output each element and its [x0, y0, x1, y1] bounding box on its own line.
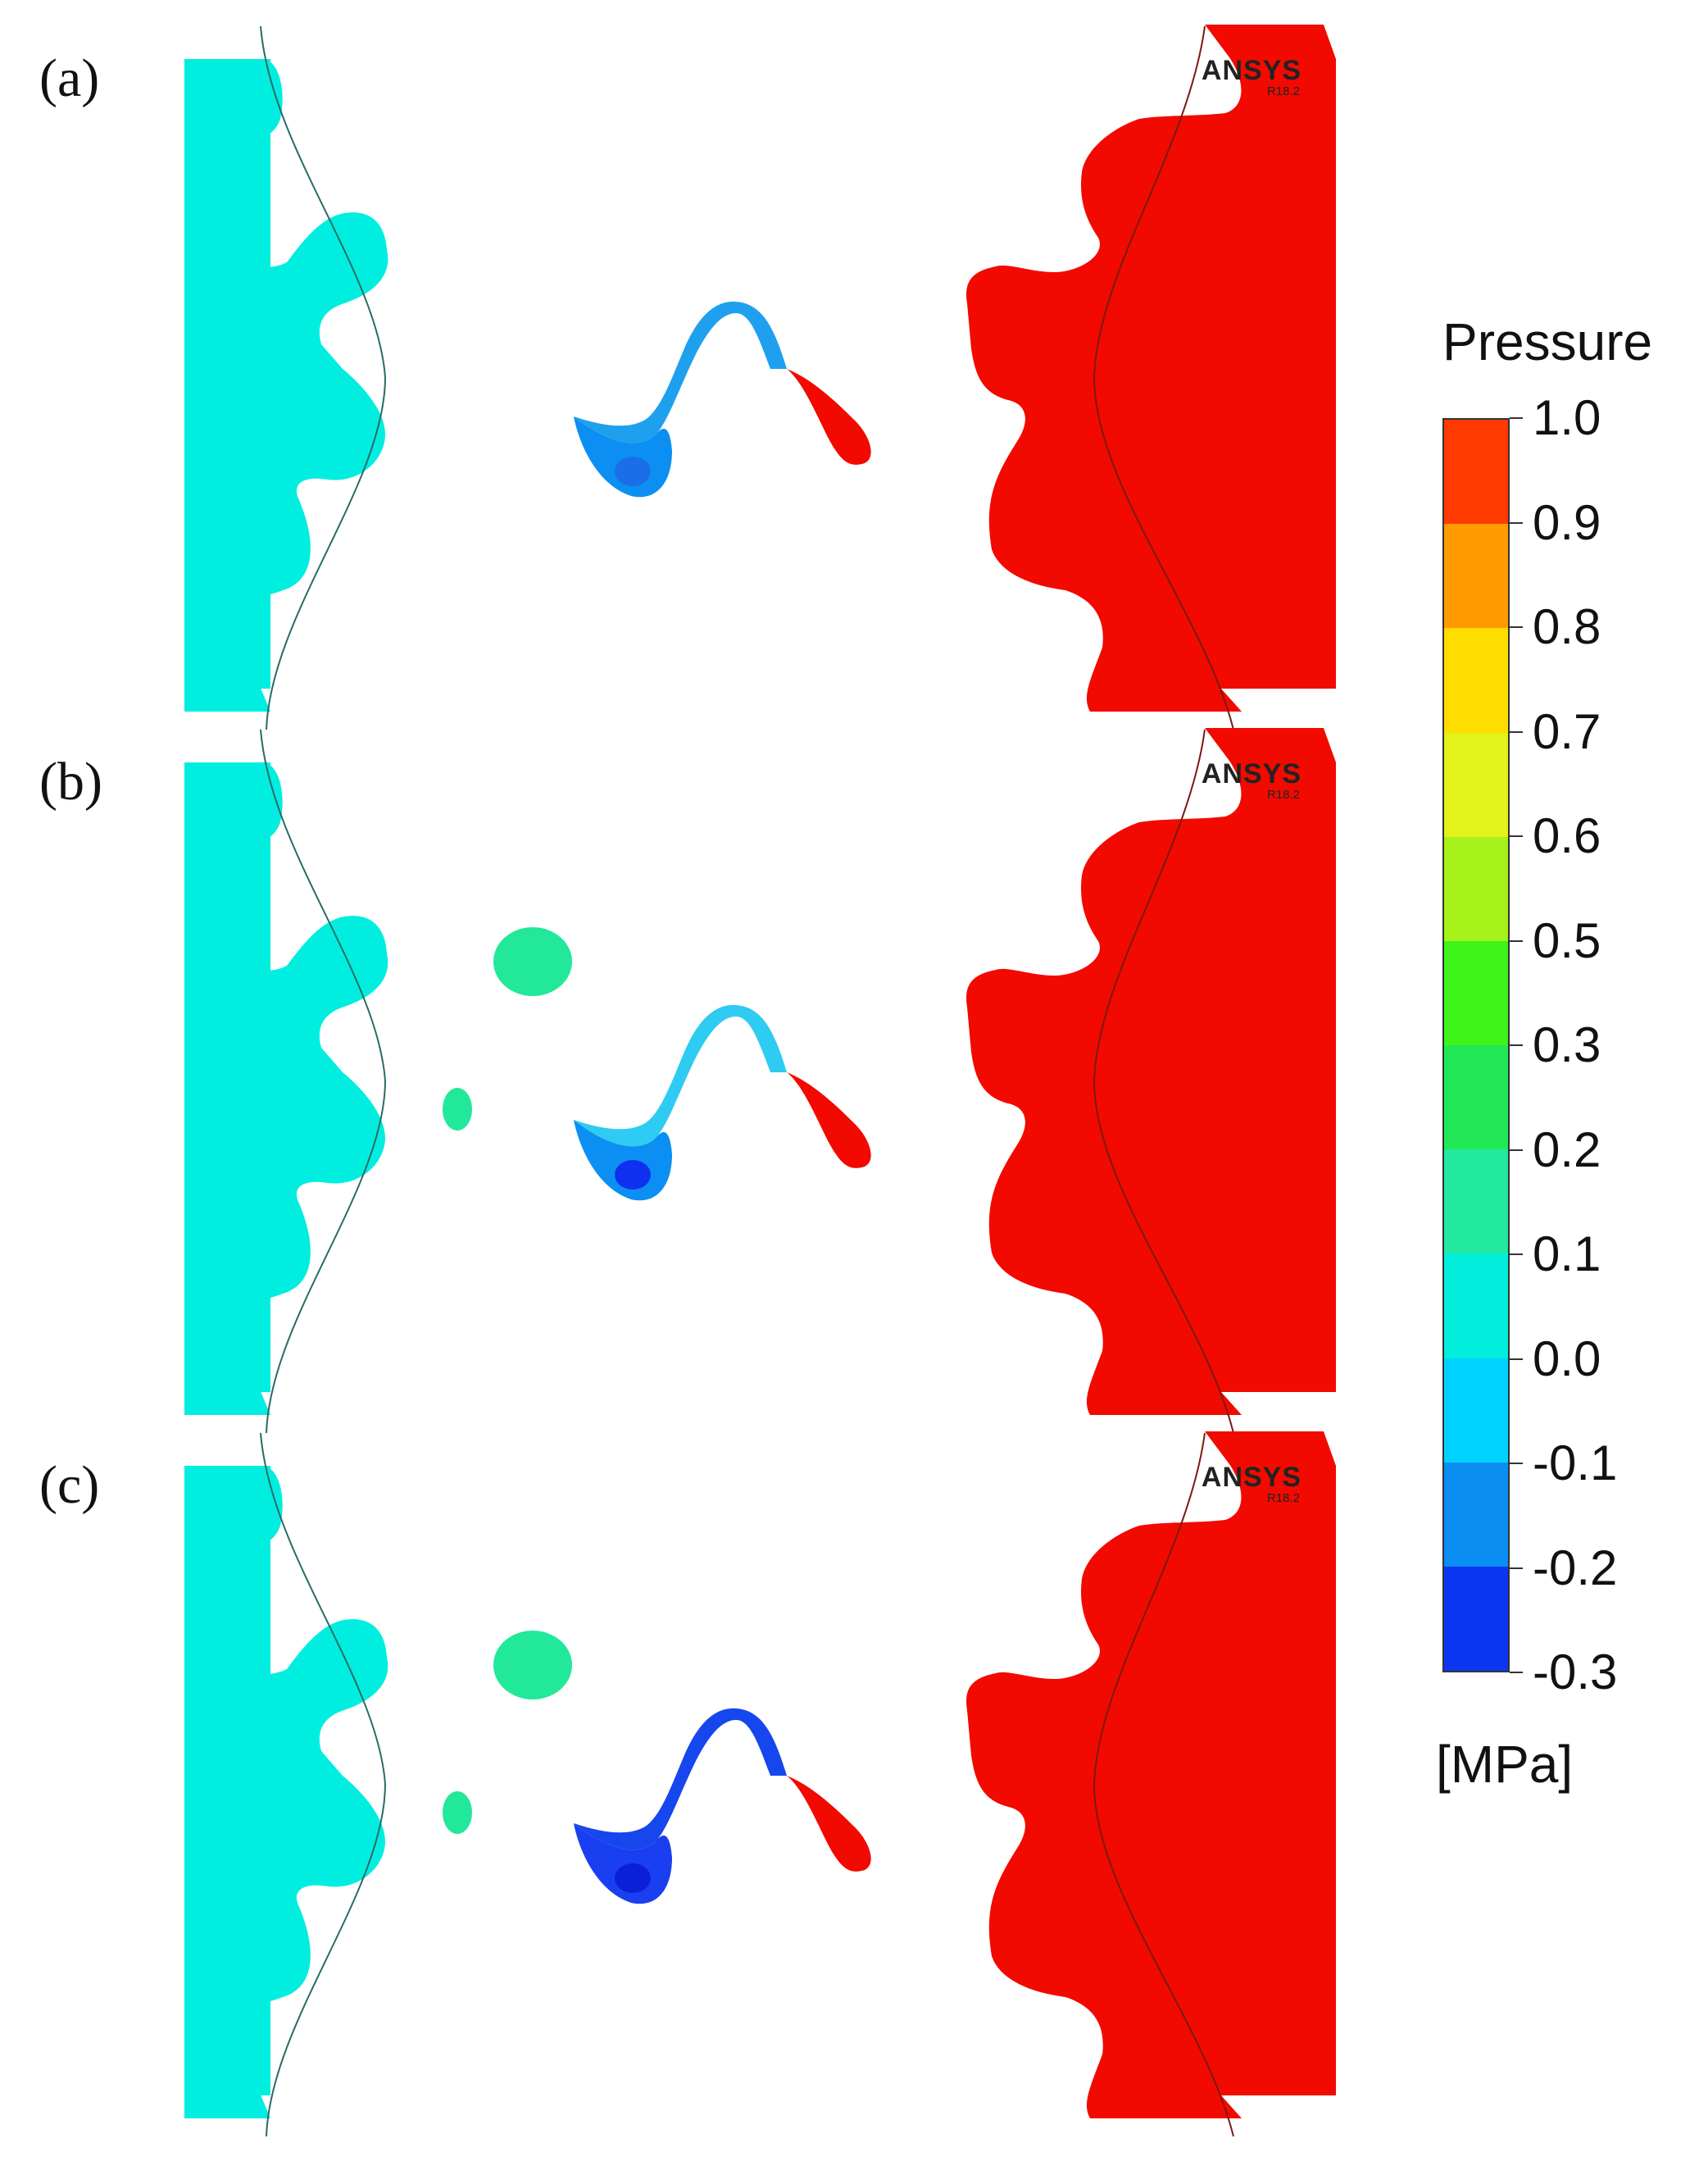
- ansys-logo-version: R18.2: [1266, 1491, 1300, 1505]
- legend-tick-mark: [1510, 1044, 1523, 1046]
- legend-tick-label: 0.5: [1533, 912, 1601, 968]
- legend-tick-mark: [1510, 1358, 1523, 1360]
- legend-tick-label: -0.3: [1533, 1645, 1618, 1699]
- legend-band-2: [1444, 628, 1508, 733]
- tooth-tip-highlight: [493, 1631, 572, 1699]
- pressure-legend: Pressure 1.0 0.9 0.8 0.7 0.6 0.5 0.3 0.2 0.1 0.0 -…: [1426, 312, 1697, 1812]
- tooth-tip-highlight: [493, 927, 572, 996]
- legend-tick-mark: [1510, 417, 1523, 419]
- meshing-lobe-high: [787, 1776, 871, 1872]
- suction-pocket-core: [615, 1863, 651, 1893]
- legend-tick-mark: [1510, 835, 1523, 837]
- legend-title: Pressure: [1442, 312, 1653, 371]
- left-gear-outline: [260, 25, 387, 730]
- right-gear-region: [966, 1431, 1336, 2118]
- left-gear-region: [184, 58, 388, 712]
- legend-tick-label: 0.0: [1533, 1331, 1601, 1386]
- meshing-lobe-high: [787, 1072, 871, 1168]
- legend-band-11: [1444, 1566, 1508, 1672]
- suction-pocket-core: [615, 1160, 651, 1190]
- left-gear-region: [184, 762, 388, 1415]
- legend-tick-label: 1.0: [1533, 390, 1601, 445]
- legend-band-5: [1444, 940, 1508, 1046]
- meshing-lobe-low: [574, 301, 787, 444]
- legend-tick-mark: [1510, 1149, 1523, 1151]
- legend-tick-label: -0.2: [1533, 1540, 1618, 1595]
- legend-band-9: [1444, 1358, 1508, 1463]
- legend-tick-label: 0.9: [1533, 494, 1601, 550]
- legend-tick-mark: [1510, 1463, 1523, 1464]
- legend-tick-mark: [1510, 939, 1523, 942]
- legend-band-7: [1444, 1149, 1508, 1254]
- panel-label: (b): [39, 752, 102, 812]
- left-gear-outline: [260, 1432, 387, 2137]
- contour-panel: (b) ANSYS R18.2: [0, 728, 1393, 1434]
- legend-tick-label: -0.1: [1533, 1435, 1618, 1490]
- legend-tick-mark: [1510, 626, 1523, 628]
- right-gear-outline: [1092, 1432, 1234, 2137]
- ansys-logo: ANSYS R18.2: [1198, 759, 1305, 802]
- root-highlight: [443, 1088, 472, 1131]
- legend-tick-mark: [1510, 1567, 1523, 1569]
- left-gear-region: [184, 1465, 388, 2118]
- suction-pocket-core: [615, 457, 651, 486]
- ansys-logo-version: R18.2: [1266, 84, 1300, 98]
- legend-tick-mark: [1510, 1672, 1523, 1673]
- legend-tick-mark: [1510, 1253, 1523, 1255]
- legend-band-6: [1444, 1045, 1508, 1150]
- legend-tick-label: 0.1: [1533, 1226, 1601, 1281]
- legend-band-0: [1444, 420, 1508, 525]
- root-highlight: [443, 1791, 472, 1834]
- legend-color-bar: [1442, 418, 1510, 1672]
- panel-label: (c): [39, 1455, 100, 1515]
- contour-panel: (c) ANSYS R18.2: [0, 1431, 1393, 2137]
- legend-tick-mark: [1510, 521, 1523, 524]
- ansys-logo-text: ANSYS: [1201, 55, 1302, 86]
- gear-pump-contour: [184, 1431, 1336, 2137]
- legend-tick-mark: [1510, 730, 1523, 733]
- legend-band-3: [1444, 732, 1508, 837]
- legend-tick-label: 0.2: [1533, 1121, 1601, 1177]
- legend-tick-label: 0.7: [1533, 703, 1601, 759]
- left-gear-outline: [260, 729, 387, 1434]
- meshing-lobe-high: [787, 369, 871, 465]
- legend-tick-labels: 1.0 0.9 0.8 0.7 0.6 0.5 0.3 0.2 0.1 0.0 -0.1 -0.2 -0…: [1510, 390, 1690, 1699]
- legend-tick-label: 0.3: [1533, 1017, 1601, 1072]
- panel-label: (a): [39, 48, 100, 108]
- ansys-logo-text: ANSYS: [1201, 758, 1302, 789]
- right-gear-outline: [1092, 729, 1234, 1434]
- ansys-logo-text: ANSYS: [1201, 1462, 1302, 1493]
- meshing-lobe-low: [574, 1004, 787, 1147]
- ansys-logo: ANSYS R18.2: [1198, 56, 1305, 98]
- contour-panel: (a) ANSYS R18.2: [0, 25, 1393, 730]
- legend-tick-label: 0.6: [1533, 808, 1601, 863]
- legend-unit: [MPa]: [1436, 1735, 1574, 1794]
- gear-pump-contour: [184, 25, 1336, 730]
- legend-band-10: [1444, 1462, 1508, 1567]
- right-gear-outline: [1092, 25, 1234, 730]
- right-gear-region: [966, 728, 1336, 1415]
- meshing-lobe-low: [574, 1708, 787, 1850]
- legend-band-8: [1444, 1253, 1508, 1358]
- legend-band-1: [1444, 524, 1508, 629]
- legend-tick-label: 0.8: [1533, 599, 1601, 654]
- gear-pump-contour: [184, 728, 1336, 1434]
- right-gear-region: [966, 25, 1336, 712]
- ansys-logo: ANSYS R18.2: [1198, 1463, 1305, 1505]
- ansys-logo-version: R18.2: [1266, 788, 1300, 802]
- legend-band-4: [1444, 836, 1508, 941]
